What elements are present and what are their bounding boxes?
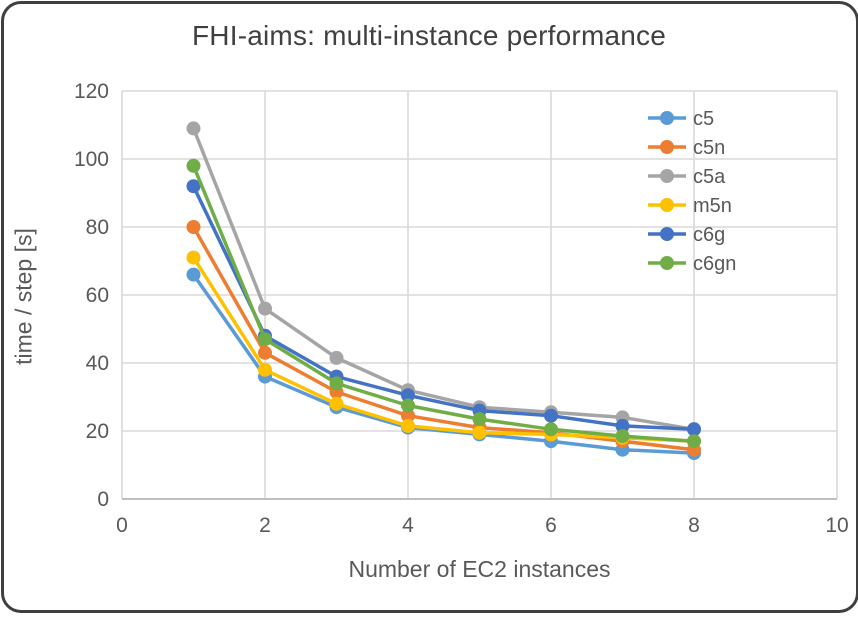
- y-tick-label: 20: [86, 420, 109, 443]
- series-marker-c5: [186, 267, 201, 282]
- series-marker-m5n: [401, 418, 415, 433]
- legend-marker-icon: [660, 111, 674, 125]
- legend-label: c5n: [693, 137, 725, 159]
- series-marker-c6g: [687, 422, 701, 437]
- legend-label: c6g: [693, 224, 725, 246]
- legend-marker-icon: [660, 140, 674, 154]
- y-tick-label: 60: [86, 284, 109, 307]
- series-marker-c6g: [544, 408, 558, 423]
- series-marker-c5n: [401, 408, 415, 423]
- legend-item-m5n: m5n: [648, 195, 732, 217]
- legend-marker-icon: [660, 169, 674, 183]
- legend-marker-icon: [660, 227, 674, 241]
- y-tick-label: 0: [97, 488, 109, 511]
- series-marker-c6gn: [615, 429, 630, 444]
- chart-title: FHI-aims: multi-instance performance: [192, 20, 666, 51]
- series-marker-c5n: [186, 220, 201, 234]
- y-tick-label: 40: [86, 352, 109, 375]
- x-tick-label: 10: [825, 514, 848, 537]
- legend-item-c5n: c5n: [648, 137, 725, 159]
- series-marker-m5n: [258, 362, 272, 377]
- series-marker-c6gn: [258, 332, 272, 347]
- series-marker-m5n: [186, 250, 201, 265]
- series-line-c6gn: [191, 165, 695, 443]
- x-tick-label: 4: [402, 514, 414, 537]
- series-marker-c6gn: [472, 412, 487, 427]
- legend-label: c6gn: [693, 253, 736, 275]
- y-tick-label: 80: [86, 216, 109, 239]
- series-marker-c5a: [258, 301, 272, 316]
- legend-label: m5n: [693, 195, 732, 217]
- series-marker-m5n: [472, 425, 487, 440]
- legend-item-c6g: c6g: [648, 224, 725, 246]
- legend-marker-icon: [660, 198, 674, 212]
- series-line-c6g: [191, 185, 695, 432]
- series-marker-c5a: [186, 121, 201, 136]
- legend-item-c5: c5: [648, 108, 714, 130]
- x-tick-label: 0: [116, 514, 128, 537]
- legend-item-c6gn: c6gn: [648, 253, 736, 275]
- x-tick-label: 2: [259, 514, 271, 537]
- y-tick-label: 100: [74, 148, 109, 171]
- series-marker-c6g: [401, 388, 415, 403]
- series-marker-c6gn: [401, 398, 415, 413]
- series-marker-c6gn: [687, 434, 701, 449]
- series-line-c5a: [191, 127, 695, 432]
- legend-item-c5a: c5a: [648, 166, 726, 188]
- y-tick-label: 120: [74, 80, 109, 103]
- series-marker-m5n: [329, 396, 344, 411]
- series-line-m5n: [192, 256, 695, 443]
- series-marker-c5n: [258, 345, 272, 360]
- series-marker-c5a: [329, 350, 344, 365]
- x-axis-label: Number of EC2 instances: [348, 556, 611, 582]
- legend-label: c5a: [693, 166, 726, 188]
- legend-label: c5: [693, 108, 714, 130]
- x-tick-label: 8: [688, 514, 700, 537]
- series-marker-c6g: [615, 418, 630, 433]
- legend: c5 c5n c5a m5n c6g c6gn: [648, 108, 736, 275]
- series-marker-c6gn: [186, 158, 201, 173]
- series-marker-c6gn: [544, 422, 558, 437]
- series-marker-c6g: [186, 179, 201, 194]
- legend-marker-icon: [660, 256, 674, 270]
- series-line-c5n: [191, 226, 695, 452]
- x-tick-label: 6: [545, 514, 557, 537]
- series-marker-c6gn: [329, 376, 344, 391]
